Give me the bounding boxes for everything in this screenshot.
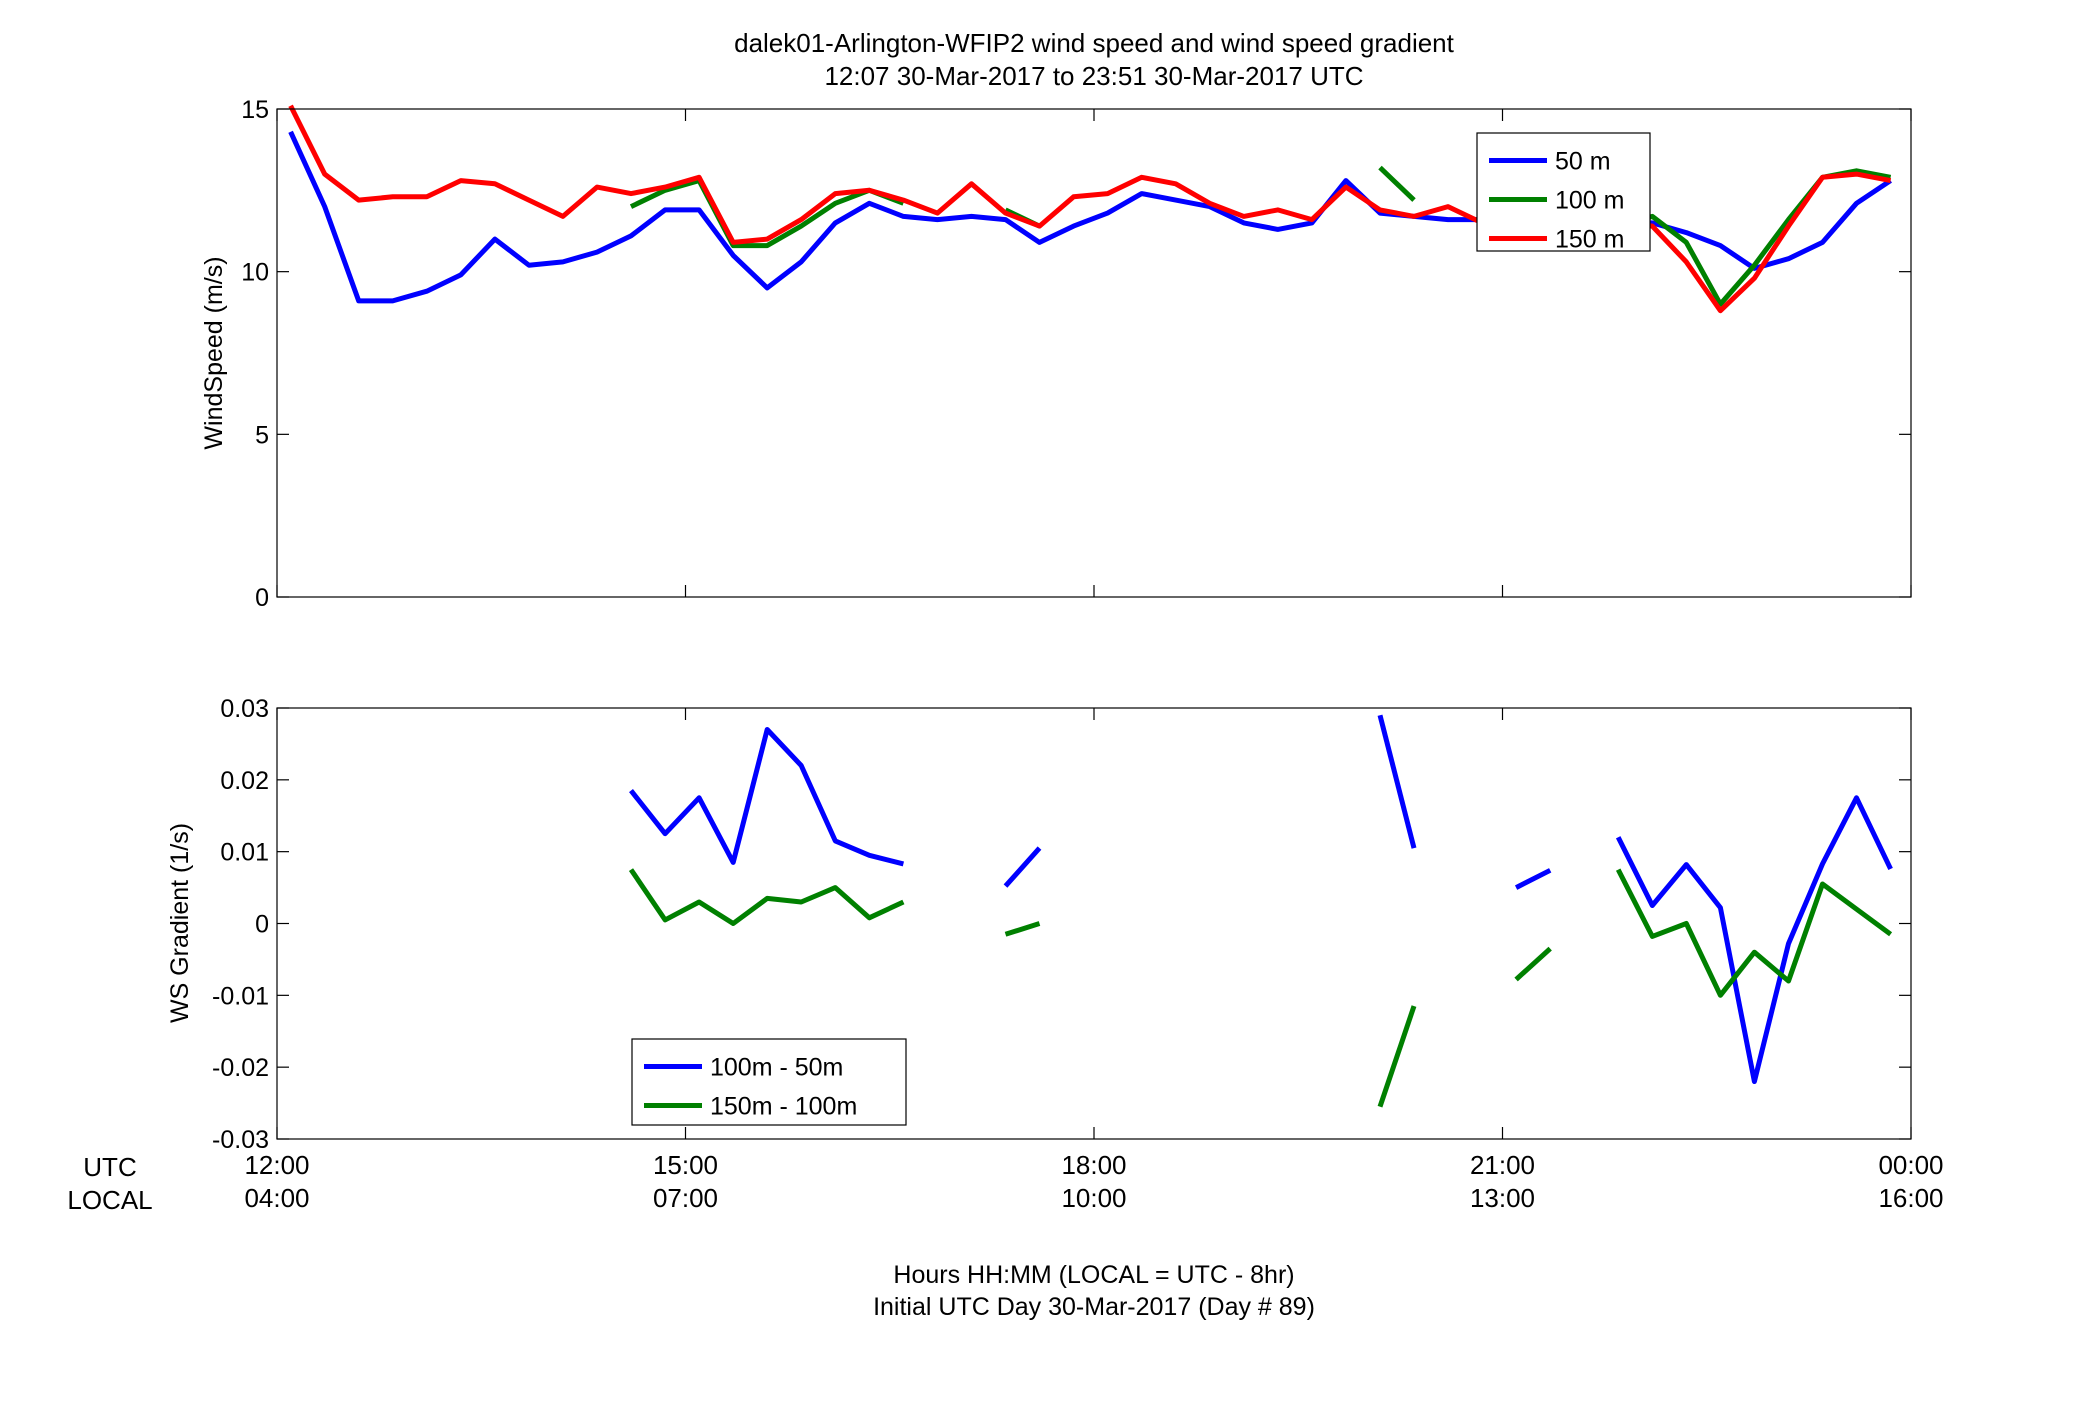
gradient-ytick-label: 0.03 [220,695,269,723]
series-line-100-m [629,178,905,249]
xtick-label-local: 04:00 [244,1183,309,1213]
gradient-legend-box [631,1038,907,1126]
wind-speed-ylabel: WindSpeed (m/s) [200,256,228,449]
xtick-label-local: 07:00 [653,1183,718,1213]
xtick-label-utc: 15:00 [653,1150,718,1180]
wind-speed-legend-label: 50 m [1555,148,1611,176]
series-line-100m-50m [1615,795,1893,1084]
series-line-100-m [1617,168,1892,307]
gradient-ytick-label: 0.02 [220,767,269,795]
series-line-100m-50m [629,727,905,867]
series-line-100-m [1378,165,1416,202]
wind-speed-ytick-label: 5 [255,421,269,449]
wind-speed-ytick-label: 0 [255,584,269,612]
wind-speed-plot-frame [276,108,1912,598]
xlabel-line2: Initial UTC Day 30-Mar-2017 (Day # 89) [873,1293,1315,1321]
wind-speed-ytick-label: 15 [241,96,269,124]
wind-speed-panel: 0 5 10 15 WindSpeed (m/s) 50 m 100 m 150 m [200,96,1912,612]
gradient-ytick-label: -0.03 [212,1126,269,1154]
wind-speed-legend-label: 100 m [1555,187,1624,215]
gradient-ytick-label: 0.01 [220,839,269,867]
xtick-label-local: 16:00 [1878,1183,1943,1213]
xtick-label-utc: 00:00 [1878,1150,1943,1180]
xtick-label-utc: 12:00 [244,1150,309,1180]
series-line-100m-50m [1514,868,1552,890]
wind-speed-legend-label: 150 m [1555,226,1624,254]
gradient-panel: -0.03 -0.02 -0.01 0 0.01 0.02 0.03 WS Gradient… [166,695,1912,1154]
gradient-ytick-label: -0.02 [212,1054,269,1082]
xtick-label-local: 10:00 [1061,1183,1126,1213]
series-line-150m-100m [1377,1005,1417,1108]
wind-speed-legend: 50 m 100 m 150 m [1476,132,1651,254]
series-line-150m-100m [1615,868,1893,998]
figure-title-line2: 12:07 30-Mar-2017 to 23:51 30-Mar-2017 U… [824,61,1363,91]
series-line-150m-100m [628,868,905,926]
series-line-150m-100m [1514,946,1552,982]
xtick-label-utc: 18:00 [1061,1150,1126,1180]
local-row-label: LOCAL [67,1185,152,1215]
xtick-label-utc: 21:00 [1470,1150,1535,1180]
figure-title-line1: dalek01-Arlington-WFIP2 wind speed and w… [734,28,1455,58]
xlabel-line1: Hours HH:MM (LOCAL = UTC - 8hr) [893,1261,1294,1289]
gradient-ytick-label: 0 [255,911,269,939]
gradient-legend-label: 100m - 50m [710,1054,843,1082]
gradient-legend: 100m - 50m 150m - 100m [631,1038,907,1126]
xtick-label-local: 13:00 [1470,1183,1535,1213]
gradient-plot-frame [276,707,1912,1140]
series-line-150m-100m [1004,921,1041,937]
wind-speed-legend-box [1476,132,1651,252]
series-line-100m-50m [1003,846,1042,888]
series-line-100m-50m [1377,714,1417,849]
gradient-ylabel: WS Gradient (1/s) [166,823,194,1023]
gradient-ytick-label: -0.01 [212,982,269,1010]
utc-row-label: UTC [83,1152,136,1182]
wind-speed-ytick-label: 10 [241,259,269,287]
gradient-legend-label: 150m - 100m [710,1093,857,1121]
